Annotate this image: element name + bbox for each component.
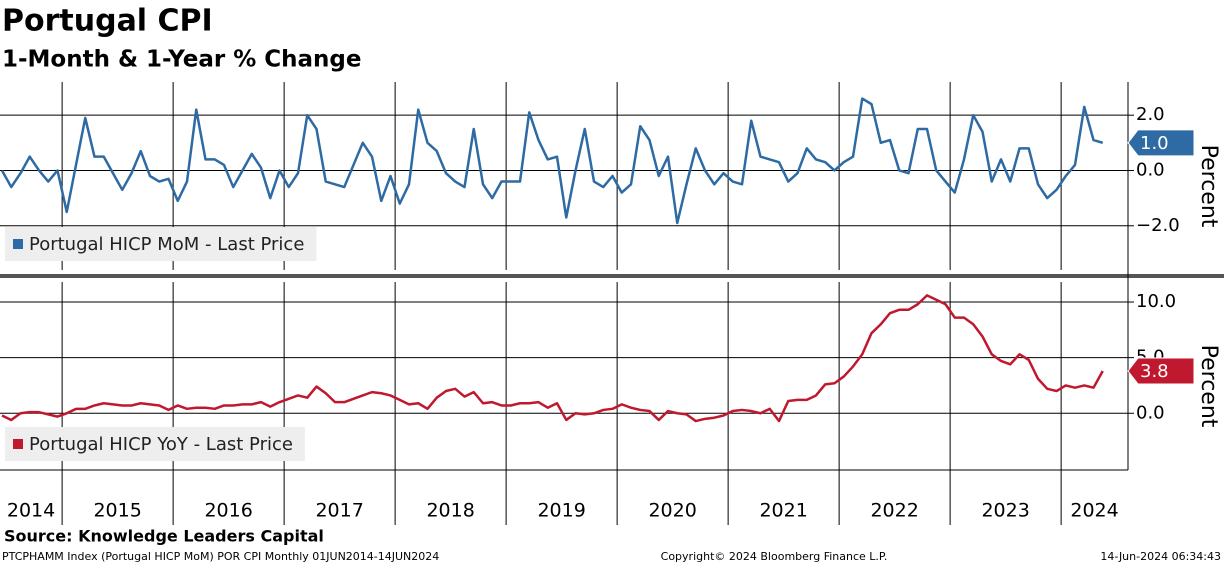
x-tick-label: 2014 xyxy=(7,500,55,522)
legend-swatch xyxy=(13,239,23,249)
copyright: Copyright© 2024 Bloomberg Finance L.P. xyxy=(661,550,888,563)
y-tick-label: 0.0 xyxy=(1136,402,1165,423)
x-tick-label: 2021 xyxy=(759,500,807,522)
legend-box xyxy=(5,427,305,461)
series-line xyxy=(0,97,1104,225)
source: Source: Knowledge Leaders Capital xyxy=(4,527,324,546)
y-axis-label: Percent xyxy=(1196,145,1221,228)
y-tick-label: 2.0 xyxy=(1136,104,1165,125)
legend-label: Portugal HICP YoY - Last Price xyxy=(29,434,293,455)
chart-subtitle: 1-Month & 1-Year % Change xyxy=(2,47,362,73)
y-tick-label: 10.0 xyxy=(1136,291,1176,312)
x-tick-label: 2020 xyxy=(648,500,696,522)
last-value-tag xyxy=(1127,357,1195,385)
x-tick-label: 2016 xyxy=(204,500,252,522)
legend-swatch xyxy=(13,439,23,449)
x-tick-label: 2015 xyxy=(93,500,141,522)
x-tick-label: 2019 xyxy=(537,500,585,522)
chart-title: Portugal CPI xyxy=(2,4,213,39)
x-tick-label: 2017 xyxy=(315,500,363,522)
last-value-label: 3.8 xyxy=(1140,361,1169,382)
x-tick-label: 2023 xyxy=(981,500,1029,522)
y-tick-label: 0.0 xyxy=(1136,159,1165,180)
footer-text: PTCPHAMM Index (Portugal HICP MoM) POR C… xyxy=(2,550,439,563)
x-tick-label: 2022 xyxy=(870,500,918,522)
timestamp: 14-Jun-2024 06:34:43 xyxy=(1100,550,1221,563)
series-line xyxy=(1,294,1104,423)
x-tick-label: 2018 xyxy=(426,500,474,522)
last-value-tag xyxy=(1127,129,1195,157)
x-tick-label: 2024 xyxy=(1070,500,1118,522)
last-value-label: 1.0 xyxy=(1140,133,1169,154)
y-axis-label: Percent xyxy=(1196,345,1221,428)
legend-label: Portugal HICP MoM - Last Price xyxy=(29,234,304,255)
legend-box xyxy=(5,227,317,261)
y-tick-label: −2.0 xyxy=(1136,215,1180,236)
